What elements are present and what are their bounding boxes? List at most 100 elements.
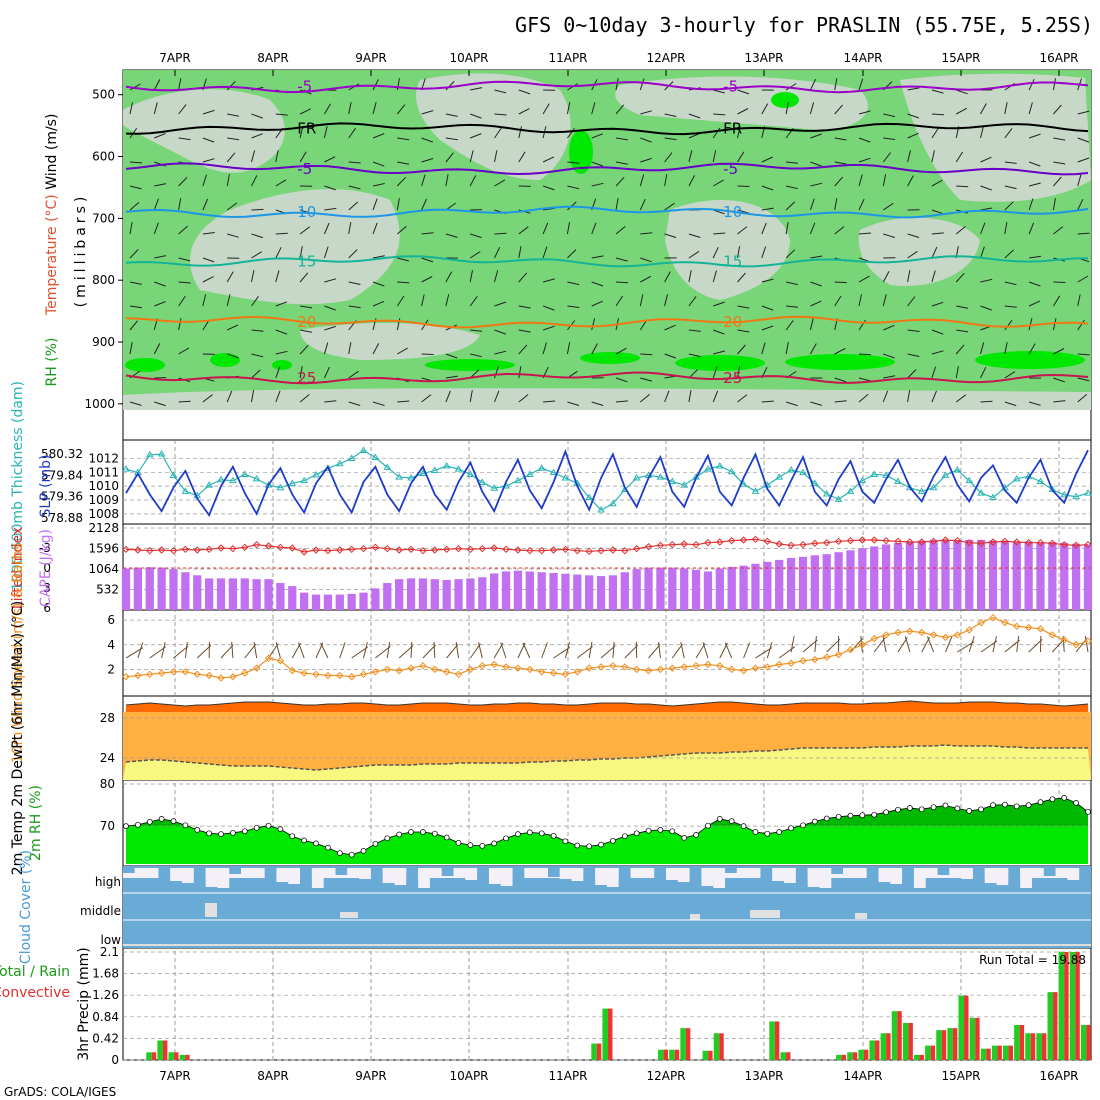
wind-barb [421,110,434,115]
wind-barb [372,79,379,91]
high-cloud-bar [713,868,726,888]
wind-barb [445,390,451,403]
wind-barb [761,400,774,403]
wind-barb [372,198,378,211]
precip-total-bar [702,1050,709,1060]
wind-barb [743,642,751,659]
wind-speed-point [537,668,546,676]
li-point [989,538,997,546]
rh2m-point [716,816,723,822]
thickness-point [656,473,665,480]
wind-barb [671,643,684,659]
cape-bar [478,577,487,610]
wind-barb [494,350,507,355]
cape-bar [691,569,701,610]
precip-conv-bar [852,1052,858,1060]
li-point [478,544,487,553]
rh2m-point [1037,799,1044,805]
thickness-point [288,479,297,486]
slp-line [125,448,1089,518]
wind-barb [713,350,725,355]
rh2m-point [515,831,521,837]
wind-barb [1062,635,1065,653]
wind-barb [433,641,436,659]
high-cloud-bar [229,868,242,874]
precip-total-bar [969,1017,976,1060]
precip-conv-bar [841,1054,847,1060]
wind-barb [1077,110,1090,115]
thickness-point [300,476,309,484]
wind-barb [737,246,741,259]
li-point [490,544,498,552]
wind-barb [275,113,288,116]
wind-barb [834,281,847,284]
wind-barb [761,278,774,283]
wind-barb [931,232,944,235]
high-cloud-bar [843,868,855,876]
wind-barb [251,270,255,283]
wind-barb [227,233,239,238]
rh-dry-region [665,200,790,300]
precip-total-bar [146,1052,152,1060]
wind-barb [275,232,288,235]
wind-barb [494,113,507,116]
wind-barb [1004,201,1014,211]
wind-speed-point [407,664,415,672]
wind-speed-point [823,653,831,661]
high-cloud-bar [937,868,950,875]
wind-barb [226,324,239,331]
cape-li-panel: 2128 1596 1064 532 -3 0 3 6 [39,521,1093,615]
rh2m-point [206,830,212,837]
total-rain-label: Total / Rain [0,964,70,980]
wind-barb [137,642,144,659]
wind-barb [251,133,263,139]
wind-speed-point [763,663,772,671]
thickness-point [953,466,962,473]
wind-barb [1077,275,1089,283]
wind-barb [421,174,426,187]
wind-barb [858,393,869,403]
cape-bar [240,578,249,610]
wind-barb [1004,249,1014,259]
high-cloud-bar [276,868,289,882]
thickness-tick-label: 579.36 [41,490,83,504]
wind-barb [518,394,529,403]
precip-tick-label: 2.1 [100,945,119,959]
wind-speed-point [680,663,688,671]
wind-barb [323,222,330,235]
cape-bar [181,572,190,610]
thickness-point [822,490,831,497]
li-point [134,546,142,554]
precip-conv-bar [685,1028,691,1060]
wind-barb [275,150,279,163]
wind-barb [469,251,481,259]
precip-conv-bar [1086,1025,1091,1060]
wind-barb [931,366,937,379]
wind-barb [615,198,619,211]
wind-barb [1077,393,1088,403]
cape-bar [169,569,178,610]
wind-barb [227,113,240,117]
rh2m-point [158,816,165,822]
high-cloud-bar [453,868,466,878]
precip-conv-bar [1030,1033,1036,1060]
rh2m-point [230,829,236,836]
wind-speed-point [454,670,463,679]
wind-barb [907,113,920,119]
wind-barb [688,113,701,119]
wind-barb [299,126,304,139]
wind-barb [541,642,548,659]
wind-barb [494,127,502,139]
pressure-tick-label: 1000 [84,397,115,411]
wind-barb [372,222,378,235]
thickness-point [799,468,807,476]
wind-barb [543,207,556,211]
rh2m-point [526,829,533,836]
rh2m-point [574,842,581,849]
li-point [846,536,855,545]
wind-barb [324,400,337,403]
isotherm-label: 20 [297,313,316,331]
wind-barb [324,156,336,163]
wind-speed-point [431,665,439,674]
wind-barb [858,294,862,307]
